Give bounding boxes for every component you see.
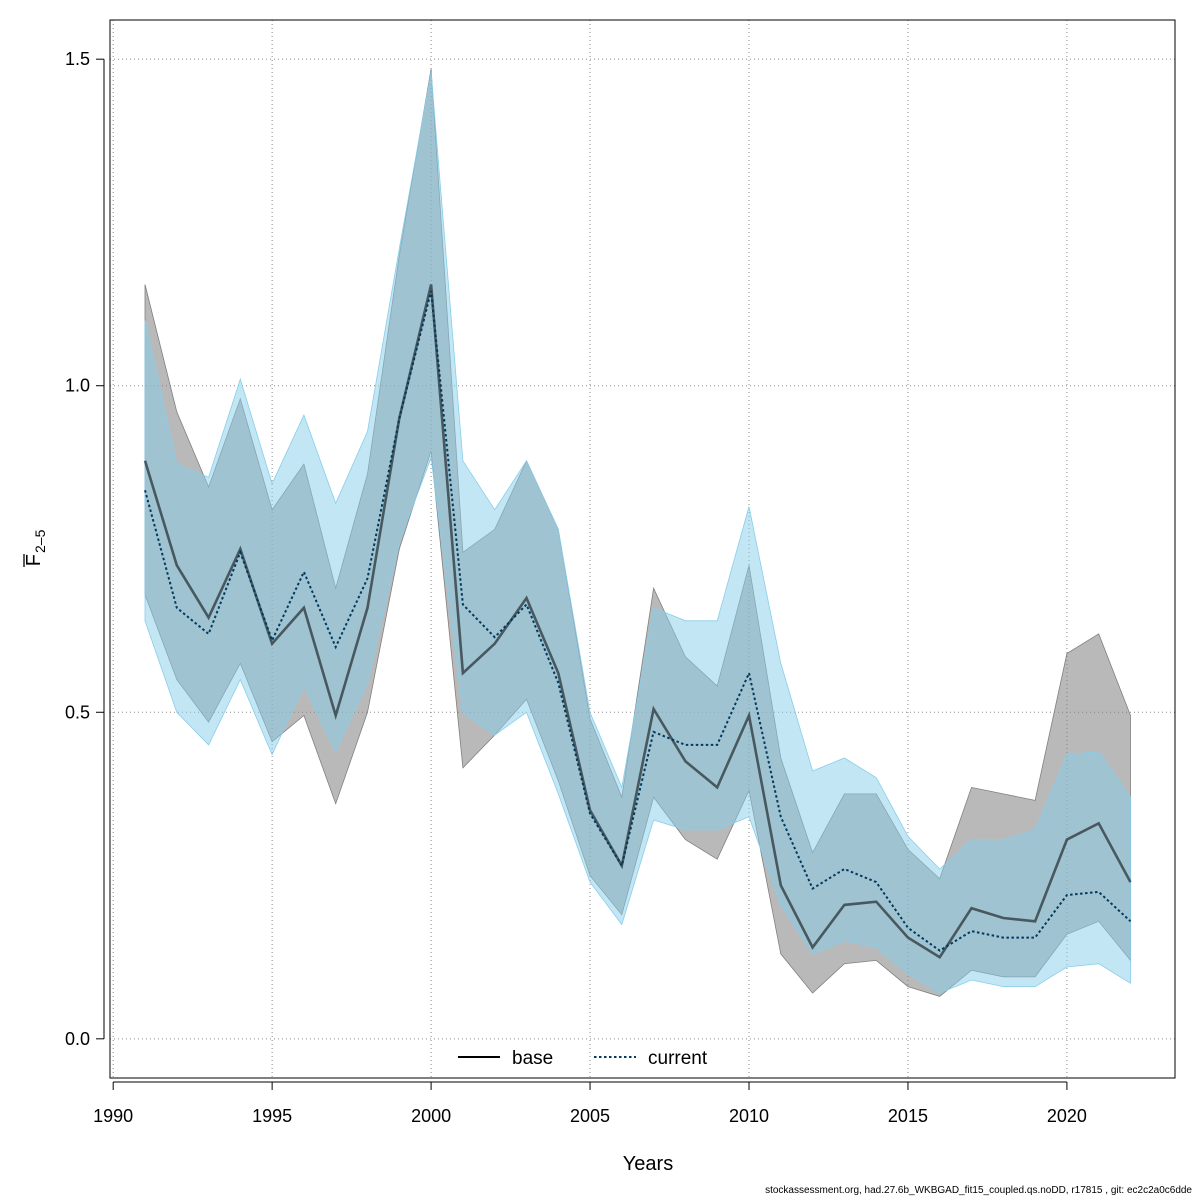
legend-label-base: base	[512, 1048, 553, 1069]
plot-area-border	[109, 19, 1176, 1079]
axes: 1990 1995 2000 2005 2010 2015 2020 0.0 0.5 1.0 1.5	[65, 49, 1087, 1126]
legend: base current	[458, 1048, 708, 1069]
y-axis-title: F 2–5	[23, 529, 48, 567]
x-tick-label-2000: 2000	[411, 1106, 451, 1126]
y-tick-label-0: 0.0	[65, 1029, 90, 1049]
band-current	[144, 72, 1131, 994]
y-tick-label-2: 1.0	[65, 376, 90, 396]
legend-label-current: current	[648, 1048, 708, 1069]
x-tick-label-2020: 2020	[1047, 1106, 1087, 1126]
series-line-current	[144, 290, 1132, 952]
x-axis-title: Years	[623, 1153, 673, 1175]
x-tick-label-2015: 2015	[888, 1106, 928, 1126]
series-lines	[143, 284, 1132, 959]
x-tick-label-2010: 2010	[729, 1106, 769, 1126]
x-tick-label-1995: 1995	[252, 1106, 292, 1126]
y-axis-title-subscript: 2–5	[32, 529, 48, 553]
x-tick-label-1990: 1990	[93, 1106, 133, 1126]
x-tick-label-2005: 2005	[570, 1106, 610, 1126]
confidence-bands	[144, 68, 1131, 997]
y-axis-title-main: F	[23, 554, 45, 566]
footer-caption: stockassessment.org, had.27.6b_WKBGAD_fi…	[765, 1185, 1192, 1196]
series-line-base	[143, 284, 1132, 959]
y-tick-label-3: 1.5	[65, 49, 90, 69]
y-tick-label-1: 0.5	[65, 702, 90, 722]
